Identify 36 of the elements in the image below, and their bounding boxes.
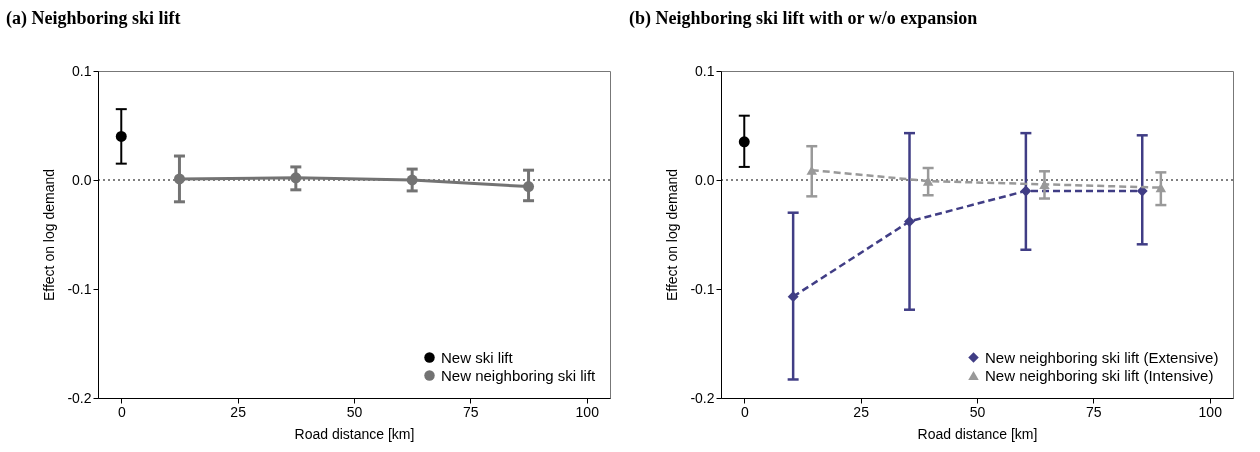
x-axis-title: Road distance [km]	[917, 425, 1038, 442]
y-tick-label: -0.1	[690, 280, 715, 297]
x-tick-label: 0	[740, 403, 749, 420]
x-tick-label: 25	[230, 403, 247, 420]
y-axis-title: Effect on log demand	[664, 168, 681, 302]
y-tick-label: -0.2	[67, 389, 92, 406]
x-tick-label: 100	[575, 403, 600, 420]
chart-title: (b) Neighboring ski lift with or w/o expansion	[629, 8, 978, 29]
point	[738, 136, 750, 148]
x-tick-label: 25	[853, 403, 870, 420]
y-tick-label: 0.0	[72, 171, 92, 188]
y-tick-label: -0.2	[690, 389, 715, 406]
y-tick-label: 0.1	[72, 62, 92, 79]
chart-title: (a) Neighboring ski lift	[6, 8, 181, 29]
legend-label: New neighboring ski lift (Intensive)	[985, 366, 1214, 384]
x-tick-label: 50	[969, 403, 986, 420]
y-tick-label: 0.1	[695, 62, 715, 79]
x-tick-label: 0	[117, 403, 126, 420]
y-axis-title: Effect on log demand	[41, 168, 58, 302]
point	[290, 172, 302, 184]
x-tick-label: 75	[463, 403, 479, 420]
point	[523, 181, 535, 193]
x-tick-label: 50	[346, 403, 363, 420]
x-axis-title: Road distance [km]	[294, 425, 415, 442]
point	[115, 130, 127, 142]
point	[173, 173, 185, 185]
x-tick-label: 100	[1198, 403, 1223, 420]
point	[904, 215, 915, 227]
legend-label: New neighboring ski lift	[441, 366, 597, 384]
point	[1020, 185, 1032, 197]
x-tick-label: 75	[1086, 403, 1102, 420]
point	[406, 174, 418, 186]
y-tick-label: -0.1	[67, 280, 92, 297]
legend-label: New neighboring ski lift (Extensive)	[985, 348, 1219, 366]
legend-label: New ski lift	[441, 348, 514, 366]
y-tick-label: 0.0	[695, 171, 715, 188]
